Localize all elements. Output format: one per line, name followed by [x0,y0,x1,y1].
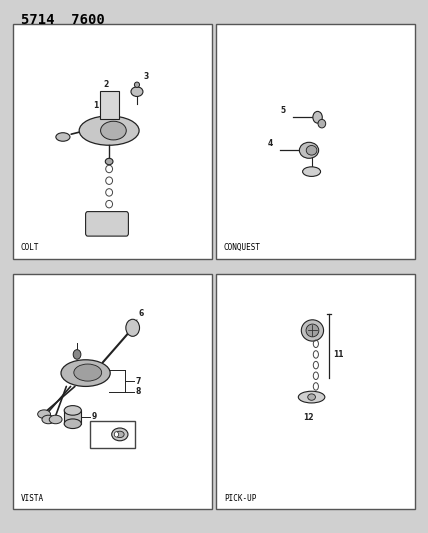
Ellipse shape [56,133,70,141]
Circle shape [73,350,81,359]
Text: 10: 10 [93,430,104,439]
Ellipse shape [49,415,62,424]
Ellipse shape [306,146,317,155]
Circle shape [114,432,119,437]
Bar [216,274,415,509]
Ellipse shape [105,158,113,165]
Ellipse shape [303,167,321,176]
Ellipse shape [42,415,55,424]
Ellipse shape [64,419,81,429]
Ellipse shape [306,324,319,337]
Text: VISTA: VISTA [21,494,44,503]
Text: 11: 11 [333,350,344,359]
Ellipse shape [74,364,101,381]
Ellipse shape [299,142,318,158]
Bar [216,24,415,259]
Text: 8: 8 [136,387,141,396]
Ellipse shape [116,431,124,438]
Bar [100,91,119,119]
Ellipse shape [112,428,128,441]
Bar [90,421,135,448]
FancyBboxPatch shape [86,212,128,236]
Text: 4: 4 [268,139,273,148]
Ellipse shape [38,410,51,418]
Text: 12: 12 [303,413,313,422]
Text: 9: 9 [92,413,97,421]
Circle shape [126,319,140,336]
Ellipse shape [64,406,81,415]
Text: PICK-UP: PICK-UP [224,494,256,503]
Bar [13,274,212,509]
Ellipse shape [131,87,143,96]
Ellipse shape [298,391,325,403]
Text: 5714  7600: 5714 7600 [21,13,105,27]
Ellipse shape [318,119,326,128]
Ellipse shape [134,82,140,87]
Ellipse shape [79,116,139,145]
Ellipse shape [101,122,126,140]
Bar [13,24,212,259]
Text: 3: 3 [144,72,149,81]
Ellipse shape [308,394,315,400]
Text: 6: 6 [138,309,143,318]
Text: CONQUEST: CONQUEST [224,243,261,252]
Ellipse shape [313,111,322,123]
Bar [64,410,81,424]
Text: 1: 1 [93,101,98,109]
Text: 2: 2 [103,80,108,89]
Text: COLT: COLT [21,243,39,252]
Ellipse shape [301,320,324,341]
Text: 7: 7 [136,377,141,385]
Ellipse shape [61,360,110,386]
Text: 5: 5 [281,106,286,115]
